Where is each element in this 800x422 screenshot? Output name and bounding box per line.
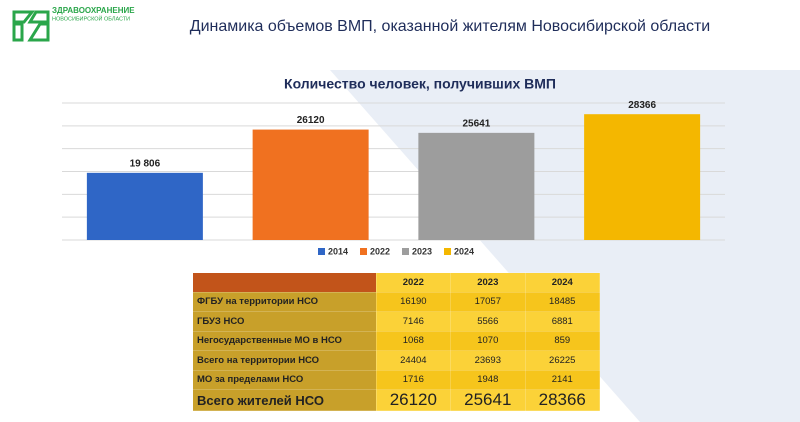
logo-text: НОВОСИБИРСКОЙ ОБЛАСТИ [52,14,130,22]
slide-title: Динамика объемов ВМП, оказанной жителям … [190,18,710,35]
legend-swatch [318,248,325,255]
table-cell: Всего на территории НСО [192,350,377,371]
table-cell: 1948 [450,369,526,390]
legend-label: 2022 [370,246,390,256]
bar [418,132,535,240]
table-cell: МО за пределами НСО [192,369,377,390]
data-label: 28366 [628,100,656,111]
data-label: 26120 [297,115,325,126]
table-cell: 17057 [450,291,526,312]
table-cell [192,272,377,293]
table-row: 2022 2023 2024 [192,272,601,293]
legend-swatch [402,248,409,255]
data-label: 19 806 [130,158,161,169]
bar [252,129,369,240]
table-cell: 1716 [375,369,452,390]
table-cell: Негосударственные МО в НСО [192,330,377,351]
table-cell: 25641 [450,389,526,411]
table-row: Всего на территории НСО 24404 23693 26225 [192,350,601,371]
table-cell: 26120 [375,389,452,411]
table-row: ФГБУ на территории НСО 16190 17057 18485 [192,291,601,312]
table-row: МО за пределами НСО 1716 1948 2141 [192,369,601,390]
table-cell: 6881 [524,311,601,332]
legend-swatch [444,248,451,255]
table-cell: 16190 [375,291,452,312]
logo: ЗДРАВООХРАНЕНИЕ НОВОСИБИРСКОЙ ОБЛАСТИ [12,6,135,42]
legend-label: 2014 [328,246,348,256]
table-cell: Всего жителей НСО [192,389,377,411]
table-cell: 859 [524,330,601,351]
table-cell: 23693 [450,350,526,371]
table-cell: 7146 [375,311,452,332]
table-cell: 28366 [524,389,601,411]
table-cell: 24404 [375,350,452,371]
table-cell: 2022 [375,272,452,293]
table-row: Негосударственные МО в НСО 1068 1070 859 [192,330,601,351]
table-cell: 2141 [524,369,601,390]
bar [86,172,203,240]
legend-label: 2024 [454,246,474,256]
table-cell: 1068 [375,330,452,351]
table-cell: 26225 [524,350,601,371]
legend-swatch [360,248,367,255]
data-table: 2022 2023 2024 ФГБУ на территории НСО 16190 1… [192,272,601,411]
table-row: ГБУЗ НСО 7146 5566 6881 [192,311,601,332]
table-cell: 2024 [524,272,601,293]
chart-title: Количество человек, получивших ВМП [284,76,556,92]
legend-label: 2023 [412,246,432,256]
bar [584,114,701,240]
logo-text: ЗДРАВООХРАНЕНИЕ [52,6,135,15]
table-cell: 1070 [450,330,526,351]
table-cell: 2023 [450,272,526,293]
table-cell: ГБУЗ НСО [192,311,377,332]
table-row: Всего жителей НСО 26120 25641 28366 [192,389,601,411]
table-cell: 5566 [450,311,526,332]
data-label: 25641 [462,118,490,129]
table-cell: ФГБУ на территории НСО [192,291,377,312]
table-cell: 18485 [524,291,601,312]
